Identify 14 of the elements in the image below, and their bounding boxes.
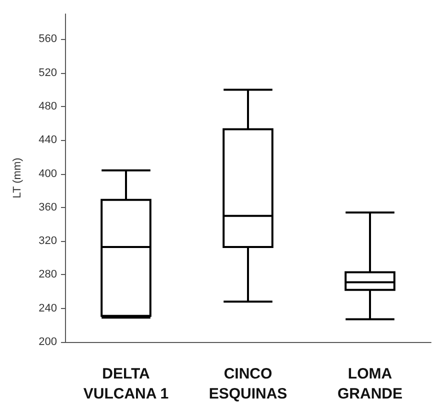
x-tick-label: CINCO ESQUINAS (208, 366, 288, 402)
x-tick-label: DELTA VULCANA 1 (83, 366, 169, 402)
y-tick-label: 480 (38, 100, 57, 113)
x-tick-label: LOMA GRANDE (337, 366, 403, 402)
y-tick-label: 200 (38, 336, 57, 348)
y-tick-label: 360 (38, 201, 57, 214)
y-tick-label: 440 (38, 134, 57, 146)
y-tick-label: 560 (38, 33, 57, 46)
y-tick-label: 400 (38, 168, 57, 180)
y-tick-label: 280 (38, 268, 57, 281)
y-tick-label: 240 (38, 302, 57, 314)
y-tick-label: 520 (38, 66, 57, 79)
y-axis-title: LT (mm) (12, 158, 24, 198)
y-tick-label: 320 (38, 235, 57, 248)
